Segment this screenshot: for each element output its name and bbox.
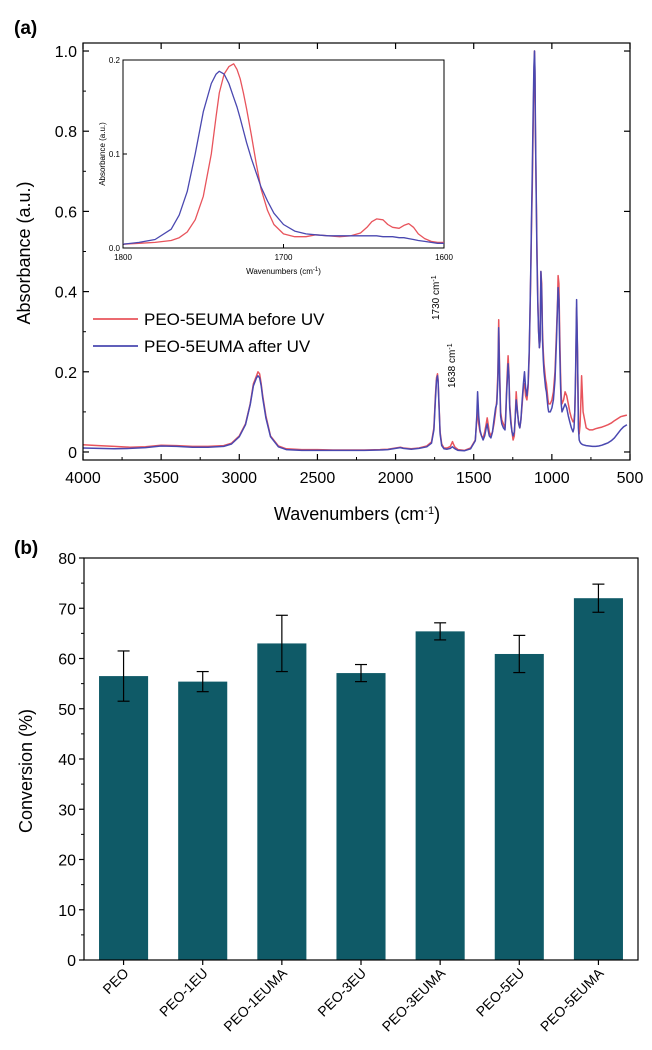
x-category-label: PEO-1EUMA: [220, 964, 290, 1034]
bar: [494, 653, 544, 960]
inset-x-tick-label: 1700: [275, 253, 293, 262]
peak-annotation-label: 1638 cm-1: [447, 343, 459, 388]
y-tick-label: 80: [58, 551, 76, 568]
spectrum-x-axis-label: Wavenumbers (cm-1): [274, 504, 440, 524]
y-tick-label: 0: [67, 953, 76, 970]
spectrum-plot-area: [82, 50, 628, 452]
x-tick-label: 3000: [221, 470, 257, 487]
x-tick-label: 1500: [456, 470, 492, 487]
bar: [415, 631, 465, 960]
inset-x-tick-label: 1600: [435, 253, 453, 262]
y-tick-label: 0.2: [55, 365, 77, 382]
x-category-label: PEO-3EUMA: [379, 964, 449, 1034]
bar: [573, 598, 623, 960]
x-tick-label: 1000: [534, 470, 570, 487]
x-tick-label: 500: [617, 470, 644, 487]
legend-before-uv-label: PEO-5EUMA before UV: [144, 310, 325, 329]
inset-frame: [122, 59, 445, 249]
x-category-label: PEO-5EU: [473, 965, 528, 1020]
peak-annotations: 1730 cm-1 1638 cm-1: [430, 275, 458, 388]
x-tick-label: 3500: [143, 470, 179, 487]
bar: [99, 676, 149, 960]
y-tick-label: 0.6: [55, 204, 77, 221]
x-tick-label: 4000: [65, 470, 101, 487]
spectrum-legend: PEO-5EUMA before UV PEO-5EUMA after UV: [93, 310, 325, 356]
y-tick-label: 60: [58, 652, 76, 669]
series-after-uv-line: [82, 50, 628, 452]
x-tick-label: 2000: [378, 470, 414, 487]
x-category-label: PEO-5EUMA: [537, 964, 607, 1034]
y-tick-label: 40: [58, 752, 76, 769]
bar: [336, 673, 386, 960]
y-tick-label: 0: [68, 445, 77, 462]
inset-after-uv-line: [122, 70, 444, 245]
panel-b-label: (b): [14, 538, 38, 559]
inset-y-tick-label: 0.0: [109, 244, 121, 253]
panel-b-conversion-chart: (b) PEO PEO-1EU PEO-1EUMA PEO-3EU PEO-3EUMA P…: [14, 538, 639, 1034]
y-tick-label: 30: [58, 802, 76, 819]
x-category-label: PEO-1EU: [156, 965, 211, 1020]
y-tick-label: 20: [58, 853, 76, 870]
spectrum-axes: 4000 3500 3000 2500 2000 1500 1000 500 0 0.2 0.4 0.…: [55, 42, 644, 487]
peak-annotation-label: 1730 cm-1: [430, 275, 442, 320]
inset-y-tick-label: 0.1: [109, 150, 121, 159]
bar: [178, 681, 228, 960]
y-tick-label: 70: [58, 601, 76, 618]
panel-a-label: (a): [14, 18, 37, 39]
spectrum-y-axis-label: Absorbance (a.u.): [14, 181, 34, 324]
bar: [257, 643, 307, 960]
panel-a-spectrum-chart: (a) 4000 3500 3000 2500 2000 1500 1000 500 0 0.2 0…: [14, 18, 643, 524]
y-tick-label: 1.0: [55, 44, 77, 61]
inset-x-axis-label: Wavenumbers (cm-1): [246, 267, 321, 276]
legend-after-uv-label: PEO-5EUMA after UV: [144, 337, 311, 356]
inset-y-axis-label: Absorbance (a.u.): [98, 122, 107, 186]
x-category-label: PEO: [99, 965, 131, 997]
inset-before-uv-line: [122, 63, 444, 245]
y-tick-label: 0.8: [55, 124, 77, 141]
conversion-y-axis-label: Conversion (%): [16, 709, 36, 833]
conversion-plot-area: [99, 583, 623, 960]
y-tick-label: 10: [58, 903, 76, 920]
y-tick-label: 50: [58, 702, 76, 719]
inset-x-tick-label: 1800: [114, 253, 132, 262]
x-category-label: PEO-3EU: [314, 965, 369, 1020]
inset-zoom-chart: 1800 1700 1600 0.0 0.1 0.2 Wavenumbers (cm-1) A…: [98, 56, 453, 276]
inset-y-tick-label: 0.2: [109, 56, 121, 65]
x-tick-label: 2500: [300, 470, 336, 487]
y-tick-label: 0.4: [55, 285, 77, 302]
